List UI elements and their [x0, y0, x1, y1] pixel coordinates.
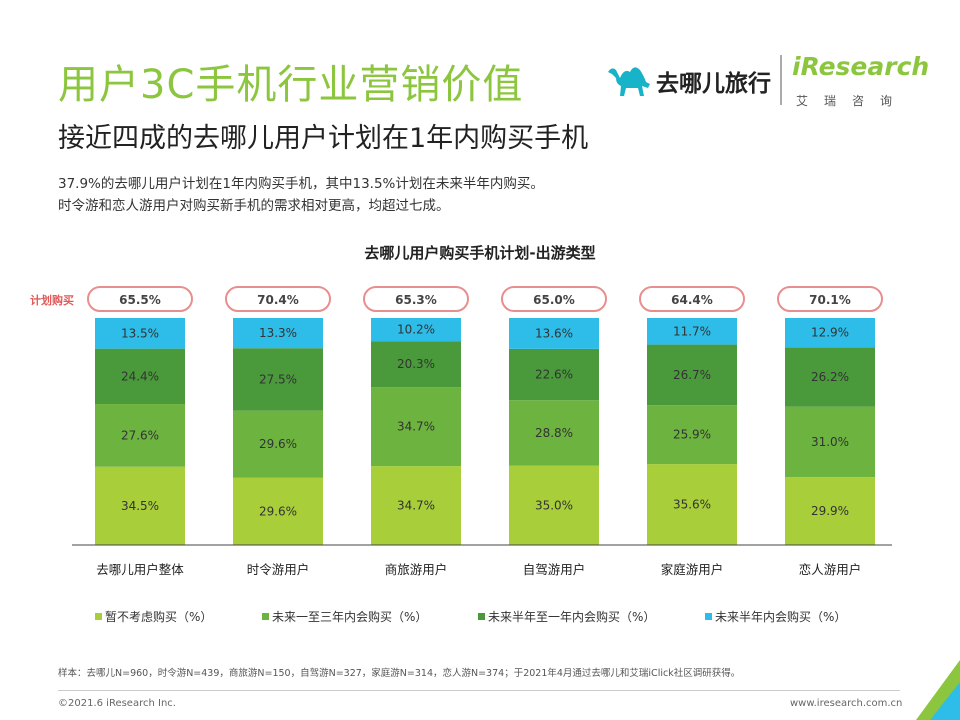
bar-segment — [233, 410, 323, 478]
bar-segment — [95, 466, 185, 545]
description-line-1: 37.9%的去哪儿用户计划在1年内购买手机，其中13.5%计划在未来半年内购买。 — [58, 176, 544, 192]
bar-value-label: 12.9% — [811, 326, 849, 340]
bar-value-label: 34.7% — [397, 499, 435, 513]
legend-label: 未来半年内会购买（%） — [715, 609, 846, 624]
bar-value-label: 35.0% — [535, 498, 573, 512]
category-label: 自驾游用户 — [523, 562, 586, 577]
logo-divider — [780, 55, 782, 105]
plan-value: 65.5% — [119, 293, 161, 307]
bar-value-label: 31.0% — [811, 435, 849, 449]
bar-value-label: 10.2% — [397, 323, 435, 337]
plan-pill — [777, 286, 883, 312]
bar-segment — [233, 348, 323, 411]
bar-segment — [509, 465, 599, 545]
footer-divider — [58, 690, 900, 691]
iresearch-logo-cn: 艾瑞咨询 — [796, 94, 909, 108]
bar-segment — [95, 348, 185, 405]
bar-value-label: 27.6% — [121, 428, 159, 442]
bar-segment — [371, 387, 461, 467]
bar-value-label: 34.7% — [397, 420, 435, 434]
bar-segment — [509, 400, 599, 466]
legend-swatch — [262, 613, 269, 620]
bar-value-label: 28.8% — [535, 426, 573, 440]
category-label: 家庭游用户 — [661, 562, 724, 577]
bar-segment — [233, 318, 323, 349]
bar-segment — [785, 318, 875, 348]
bar-value-label: 20.3% — [397, 357, 435, 371]
plan-value: 70.1% — [809, 293, 851, 307]
bar-segment — [95, 318, 185, 349]
plan-value: 70.4% — [257, 293, 299, 307]
bar-segment — [371, 318, 461, 342]
bar-segment — [233, 477, 323, 545]
bar-value-label: 26.7% — [673, 368, 711, 382]
bar-segment — [647, 405, 737, 465]
bar-value-label: 13.6% — [535, 326, 573, 340]
corner-decoration — [916, 660, 960, 720]
plan-pill — [363, 286, 469, 312]
footnote: 样本：去哪儿N=960，时令游N=439，商旅游N=150，自驾游N=327，家… — [58, 668, 741, 679]
legend-swatch — [95, 613, 102, 620]
plan-pill — [501, 286, 607, 312]
bar-segment — [371, 341, 461, 388]
bar-value-label: 29.9% — [811, 504, 849, 518]
bar-value-label: 13.3% — [259, 326, 297, 340]
bar-segment — [785, 406, 875, 478]
bar-segment — [647, 318, 737, 345]
legend-label: 未来一至三年内会购买（%） — [272, 609, 427, 624]
bar-value-label: 25.9% — [673, 428, 711, 442]
plan-value: 64.4% — [671, 293, 713, 307]
qunar-logo: 去哪儿旅行 — [606, 58, 876, 106]
plan-value: 65.3% — [395, 293, 437, 307]
chart-title: 去哪儿用户购买手机计划-出游类型 — [364, 244, 595, 262]
camel-icon — [608, 67, 650, 96]
bar-segment — [785, 477, 875, 545]
category-label: 去哪儿用户整体 — [96, 562, 184, 577]
legend-swatch — [705, 613, 712, 620]
legend-label: 未来半年至一年内会购买（%） — [488, 609, 655, 624]
bar-segment — [371, 466, 461, 545]
bar-value-label: 29.6% — [259, 504, 297, 518]
bar-segment — [647, 464, 737, 545]
bar-segment — [647, 344, 737, 406]
bar-value-label: 13.5% — [121, 326, 159, 340]
website: www.iresearch.com.cn — [790, 698, 903, 709]
bar-value-label: 34.5% — [121, 499, 159, 513]
category-label: 恋人游用户 — [799, 562, 862, 577]
category-label: 商旅游用户 — [385, 562, 448, 577]
bar-segment — [509, 348, 599, 401]
description-line-2: 时令游和恋人游用户对购买新手机的需求相对更高，均超过七成。 — [58, 198, 450, 214]
bar-value-label: 26.2% — [811, 370, 849, 384]
plan-label: 计划购买 — [30, 293, 74, 307]
bar-value-label: 27.5% — [259, 372, 297, 386]
page-subtitle: 接近四成的去哪儿用户计划在1年内购买手机 — [58, 123, 589, 154]
plan-pill — [87, 286, 193, 312]
bar-segment — [785, 347, 875, 407]
bar-value-label: 22.6% — [535, 368, 573, 382]
legend-swatch — [478, 613, 485, 620]
bar-segment — [509, 318, 599, 349]
bar-value-label: 11.7% — [673, 324, 711, 338]
plan-value: 65.0% — [533, 293, 575, 307]
iresearch-logo: iResearch — [792, 52, 930, 81]
qunar-logo-text: 去哪儿旅行 — [656, 71, 771, 97]
copyright: ©2021.6 iResearch Inc. — [58, 698, 176, 709]
legend-label: 暂不考虑购买（%） — [105, 609, 212, 624]
page-title: 用户3C手机行业营销价值 — [58, 62, 524, 108]
bar-segment — [95, 404, 185, 467]
category-label: 时令游用户 — [247, 562, 310, 577]
bar-value-label: 24.4% — [121, 369, 159, 383]
bar-value-label: 29.6% — [259, 437, 297, 451]
bar-value-label: 35.6% — [673, 498, 711, 512]
plan-pill — [639, 286, 745, 312]
plan-pill — [225, 286, 331, 312]
